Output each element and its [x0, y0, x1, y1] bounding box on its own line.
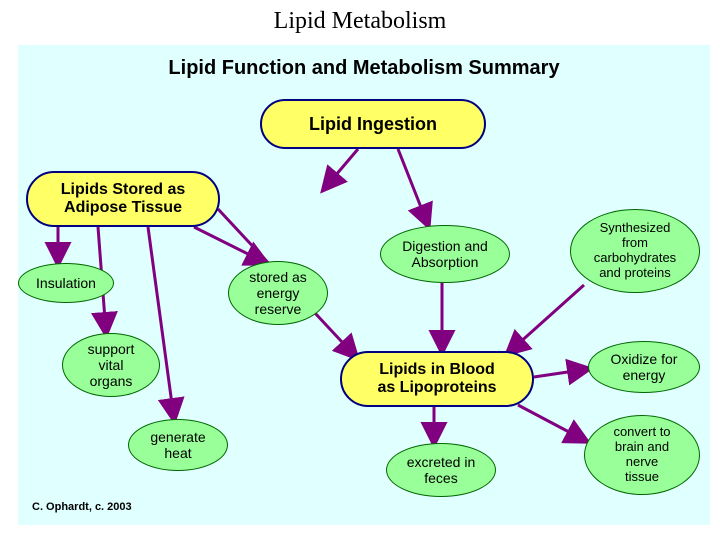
- node-insulation: Insulation: [18, 263, 114, 303]
- edge: [518, 405, 586, 441]
- node-genheat: generateheat: [128, 419, 228, 471]
- node-convert: convert tobrain andnervetissue: [584, 415, 700, 495]
- node-excreted: excreted infeces: [386, 443, 496, 497]
- diagram-canvas: Lipid Function and Metabolism Summary C.…: [18, 45, 710, 525]
- edge: [508, 285, 584, 353]
- node-synth: Synthesizedfromcarbohydratesand proteins: [570, 209, 700, 293]
- subtitle: Lipid Function and Metabolism Summary: [18, 57, 710, 80]
- node-ingestion: Lipid Ingestion: [260, 99, 486, 149]
- edge: [398, 149, 428, 225]
- edge: [324, 149, 358, 189]
- node-digestion: Digestion andAbsorption: [380, 225, 510, 283]
- node-oxidize: Oxidize forenergy: [588, 341, 700, 393]
- node-reserve: stored asenergyreserve: [228, 261, 328, 325]
- credit-text: C. Ophardt, c. 2003: [32, 501, 132, 513]
- edge: [194, 227, 266, 263]
- page-title: Lipid Metabolism: [0, 8, 720, 35]
- edge: [148, 227, 174, 419]
- node-adipose: Lipids Stored asAdipose Tissue: [26, 171, 220, 227]
- node-support: supportvitalorgans: [62, 333, 160, 397]
- node-lipoblood: Lipids in Bloodas Lipoproteins: [340, 351, 534, 407]
- edge: [534, 369, 588, 377]
